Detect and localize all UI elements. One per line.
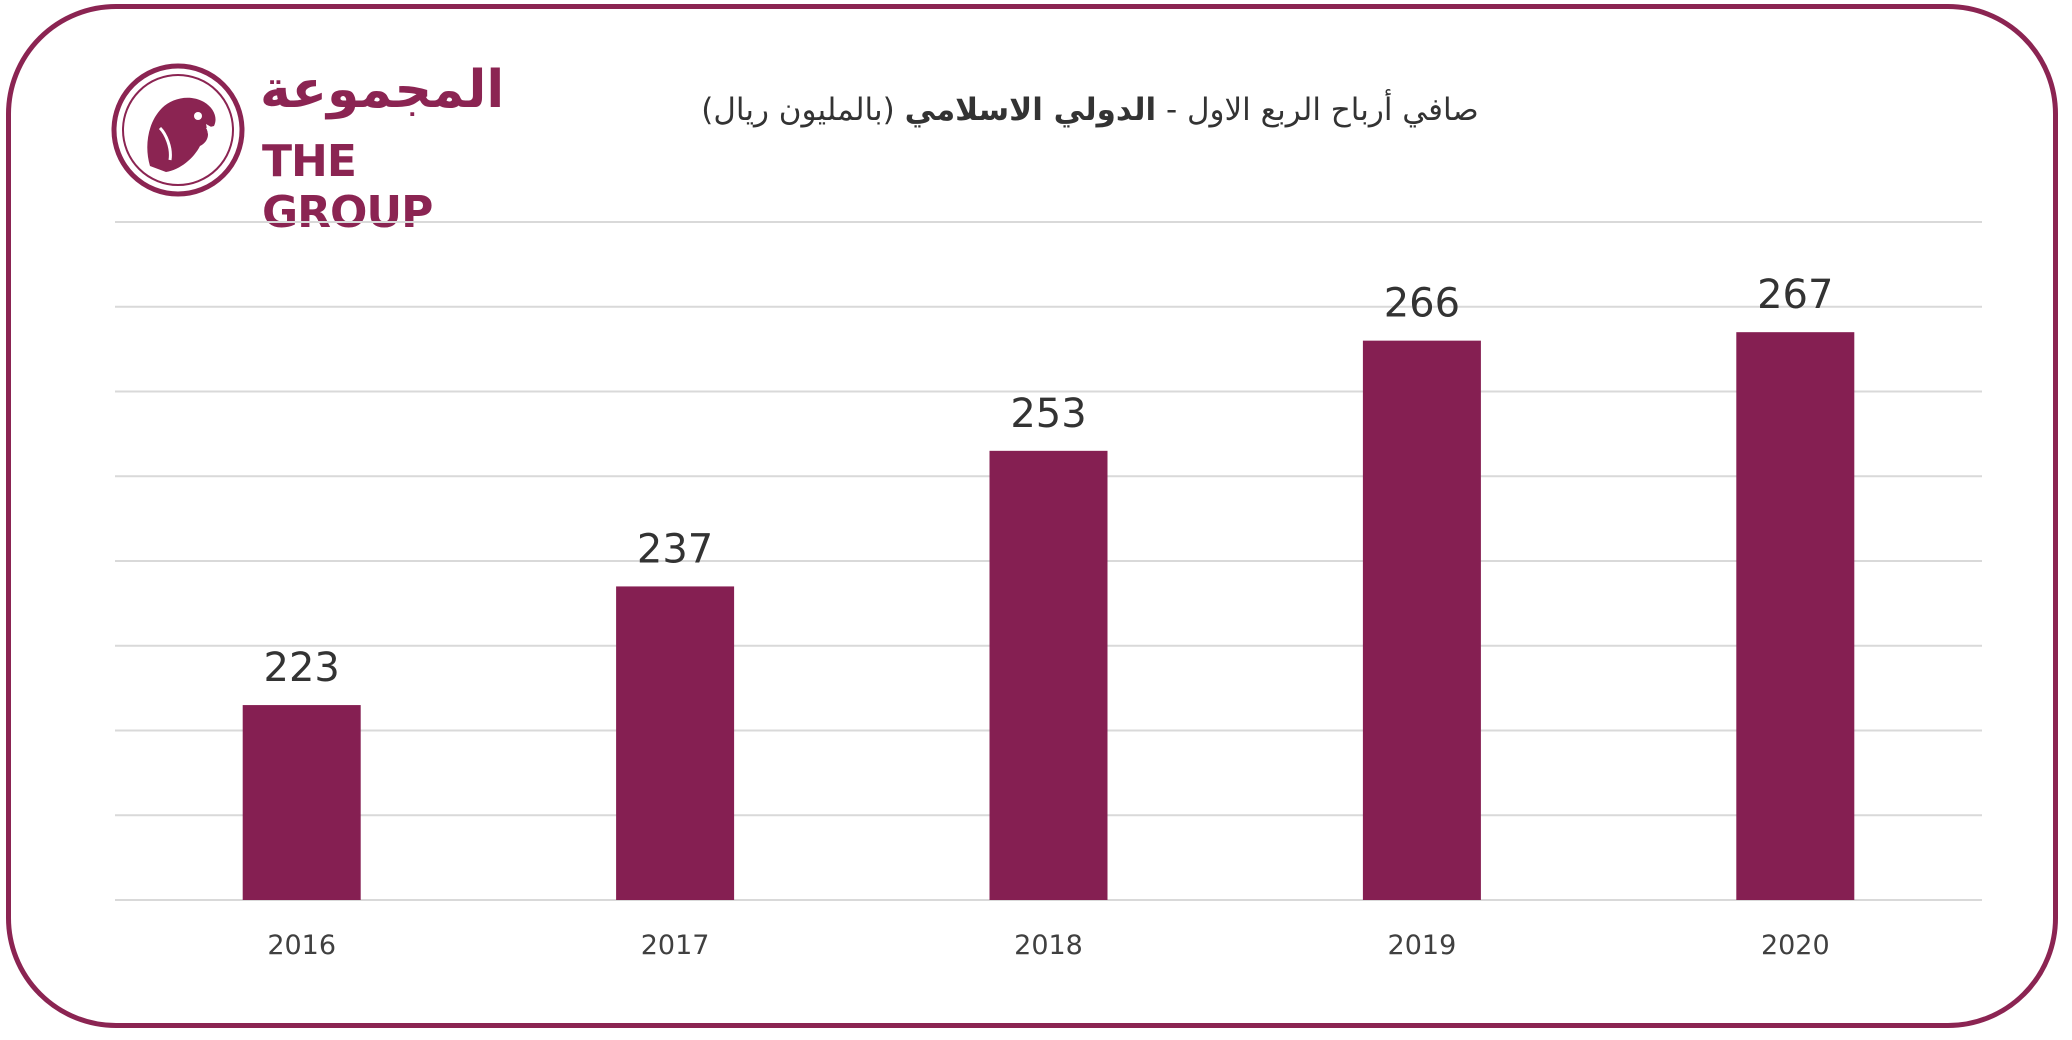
x-tick-label-2020: 2020: [1761, 930, 1830, 961]
bar-2017: [616, 586, 735, 900]
title-part-3: (بالمليون ريال): [701, 92, 905, 128]
x-tick-label-2018: 2018: [1014, 930, 1083, 961]
logo-english-text: THE GROUP: [262, 136, 433, 238]
data-label-2016: 223: [264, 645, 340, 691]
x-tick-label-2017: 2017: [641, 930, 710, 961]
bar-2019: [1362, 340, 1481, 900]
bar-2018: [989, 450, 1108, 900]
title-part-1: صافي أرباح الربع الاول -: [1156, 92, 1479, 128]
data-label-2018: 253: [1010, 391, 1086, 437]
data-label-2017: 237: [637, 526, 713, 572]
title-part-bold: الدولي الاسلامي: [904, 92, 1157, 128]
data-label-2019: 266: [1384, 281, 1460, 327]
logo-arabic-text: المجموعة: [260, 60, 505, 120]
bar-2016: [242, 705, 361, 900]
x-tick-label-2019: 2019: [1388, 930, 1457, 961]
x-tick-label-2016: 2016: [267, 930, 336, 961]
bar-2020: [1736, 332, 1855, 900]
falcon-emblem-icon: [111, 63, 245, 197]
data-label-2020: 267: [1757, 272, 1833, 318]
company-logo: المجموعة THE GROUP: [110, 56, 504, 238]
chart-title: صافي أرباح الربع الاول - الدولي الاسلامي…: [600, 92, 1580, 128]
